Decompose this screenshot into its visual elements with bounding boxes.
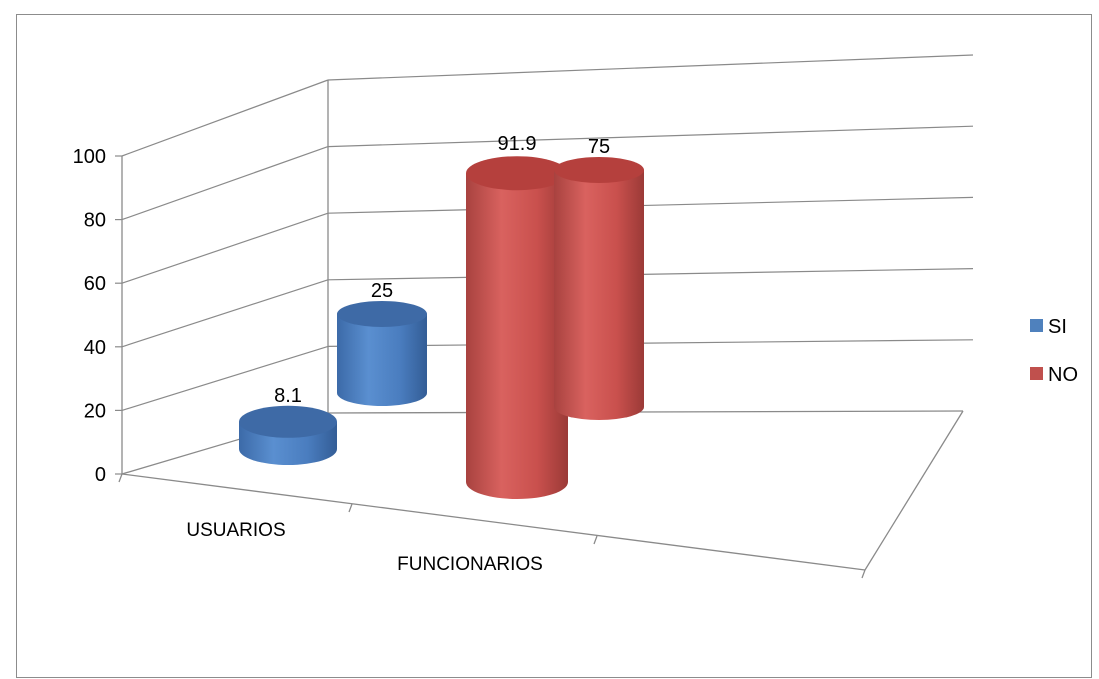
y-tick-label-80: 80 — [84, 210, 106, 232]
category-label-usuarios: USUARIOS — [186, 520, 285, 541]
axis-lines — [118, 80, 964, 579]
bar-top — [239, 405, 337, 438]
gridline-back-80 — [327, 125, 974, 148]
x-tick-3 — [861, 569, 866, 579]
legend: SI NO — [1030, 316, 1078, 386]
y-tick-labels: 0 20 40 60 80 100 — [73, 146, 106, 486]
y-tick-label-60: 60 — [84, 273, 106, 295]
bar-body — [466, 173, 568, 499]
x-tick-2 — [593, 535, 598, 545]
gridlines — [115, 54, 974, 475]
gridline-back-100 — [327, 54, 974, 81]
data-label-no-funcionarios: 75 — [588, 136, 610, 158]
bar-no-funcionarios — [554, 157, 644, 420]
gridline-side-20 — [121, 345, 329, 411]
gridline-back-60 — [327, 196, 974, 214]
data-label-no-usuarios: 91.9 — [498, 133, 537, 155]
gridline-side-40 — [121, 279, 329, 348]
gridline-side-100 — [121, 79, 329, 157]
bar-top — [337, 301, 427, 327]
bar-no-usuarios — [466, 156, 568, 499]
y-tick-label-40: 40 — [84, 337, 106, 359]
floor-front-edge — [121, 473, 866, 571]
bar-body — [554, 170, 644, 420]
legend-label-si: SI — [1048, 316, 1067, 338]
y-tick-label-100: 100 — [73, 146, 106, 168]
legend-swatch-si — [1030, 319, 1043, 332]
bar-body — [337, 314, 427, 406]
data-labels: 91.9 75 8.1 25 — [274, 133, 610, 407]
floor-back-edge — [327, 410, 964, 414]
legend-label-no: NO — [1048, 364, 1078, 386]
gridline-side-60 — [121, 212, 329, 284]
category-label-funcionarios: FUNCIONARIOS — [397, 554, 543, 575]
legend-swatch-no — [1030, 367, 1043, 380]
x-tick-1 — [348, 503, 353, 513]
gridline-side-80 — [121, 146, 329, 221]
bar-si-usuarios — [239, 405, 337, 465]
bar-si-funcionarios — [337, 301, 427, 406]
y-tick-label-0: 0 — [95, 464, 106, 486]
gridline-back-20 — [327, 339, 974, 347]
bar-top — [466, 156, 568, 191]
data-label-si-funcionarios: 25 — [371, 280, 393, 302]
x-tick-0 — [118, 473, 123, 483]
data-label-si-usuarios: 8.1 — [274, 385, 302, 407]
bars — [239, 156, 644, 499]
gridline-back-40 — [327, 268, 974, 281]
bar-top — [554, 157, 644, 183]
y-tick-label-20: 20 — [84, 400, 106, 422]
floor-right-edge — [864, 410, 964, 571]
